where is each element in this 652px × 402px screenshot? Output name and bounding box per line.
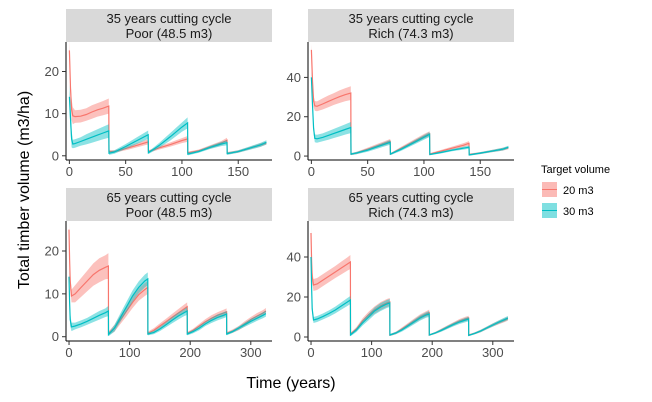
legend-label-20: 20 m3	[563, 185, 594, 197]
ribbon-30-m3	[311, 71, 509, 156]
y-tick-label: 20	[45, 244, 59, 259]
y-tick-label: 10	[45, 286, 59, 301]
series-line-20-m3	[310, 232, 509, 336]
strip-label: Poor (48.5 m3)	[126, 205, 213, 220]
series-line-30-m3	[68, 276, 267, 337]
y-tick-label: 20	[287, 109, 301, 124]
strip-background	[308, 9, 514, 42]
strip-label: Rich (74.3 m3)	[368, 26, 453, 41]
series-line-30-m3	[310, 77, 509, 156]
strip-label: 65 years cutting cycle	[106, 190, 231, 205]
x-tick-label: 200	[421, 345, 443, 360]
y-tick-label: 10	[45, 106, 59, 121]
strip-background	[66, 9, 272, 42]
x-tick-label: 0	[307, 345, 314, 360]
legend: Target volume 20 m3 30 m3	[541, 164, 610, 218]
x-tick-label: 150	[469, 164, 491, 179]
ribbon-20-m3	[311, 44, 509, 156]
strip-background	[66, 188, 272, 221]
x-tick-label: 200	[179, 345, 201, 360]
x-tick-label: 100	[171, 164, 193, 179]
legend-title: Target volume	[541, 164, 610, 176]
strip-label: 35 years cutting cycle	[106, 11, 231, 26]
legend-label-30: 30 m3	[563, 206, 594, 218]
x-tick-label: 0	[308, 164, 315, 179]
strip-label: Poor (48.5 m3)	[126, 26, 213, 41]
x-tick-label: 300	[240, 345, 262, 360]
series-line-20-m3	[310, 49, 509, 156]
x-tick-label: 100	[361, 345, 383, 360]
strip-label: Rich (74.3 m3)	[368, 205, 453, 220]
x-tick-label: 150	[227, 164, 249, 179]
ribbon-30-m3	[69, 268, 266, 337]
y-tick-label: 20	[287, 290, 301, 305]
y-tick-label: 40	[287, 250, 301, 265]
x-tick-label: 0	[66, 164, 73, 179]
x-tick-label: 50	[360, 164, 374, 179]
x-axis-title: Time (years)	[246, 375, 335, 392]
y-tick-label: 40	[287, 70, 301, 85]
y-tick-label: 0	[52, 329, 59, 344]
y-tick-label: 0	[52, 148, 59, 163]
y-tick-label: 0	[294, 149, 301, 164]
strip-background	[308, 188, 514, 221]
ribbon-30-m3	[69, 84, 267, 156]
x-tick-label: 100	[413, 164, 435, 179]
x-tick-label: 300	[482, 345, 504, 360]
y-tick-label: 0	[294, 330, 301, 345]
x-tick-label: 50	[118, 164, 132, 179]
y-axis-title: Total timber volume (m3/ha)	[16, 91, 33, 289]
strip-label: 65 years cutting cycle	[348, 190, 473, 205]
strip-label: 35 years cutting cycle	[348, 11, 473, 26]
y-tick-label: 20	[45, 64, 59, 79]
ribbon-20-m3	[311, 227, 508, 336]
series-line-30-m3	[310, 256, 509, 337]
series-line-30-m3	[68, 96, 267, 155]
x-tick-label: 0	[65, 345, 72, 360]
x-tick-label: 100	[119, 345, 141, 360]
